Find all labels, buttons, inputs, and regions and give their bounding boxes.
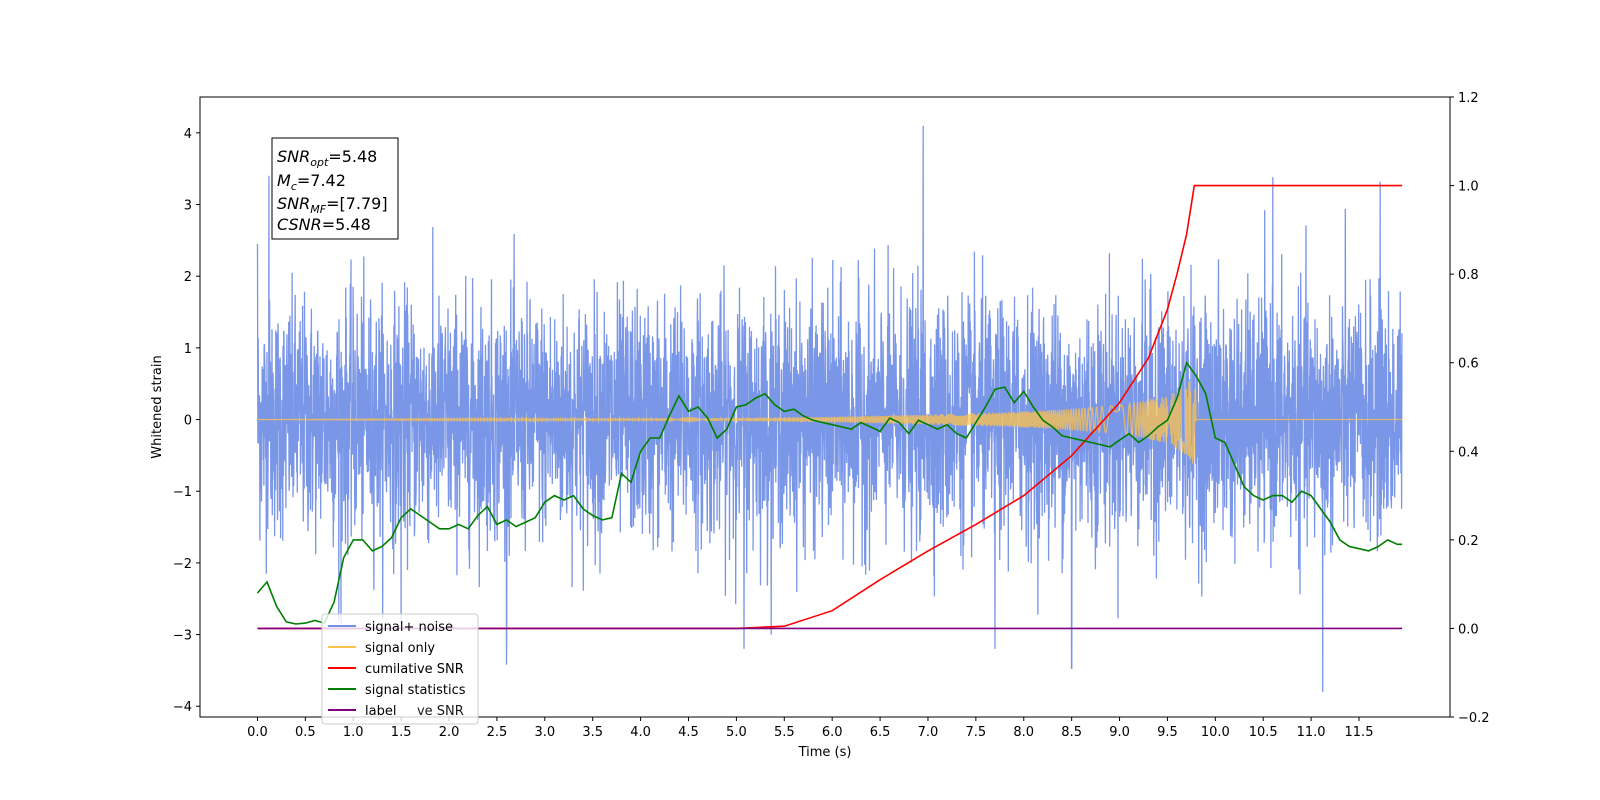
series-line-cumulative-snr — [257, 184, 1403, 630]
x-tick-label: 4.5 — [678, 725, 699, 740]
legend: signal+ noise signal only cumilative SNR… — [321, 613, 479, 725]
x-tick-label: 11.5 — [1345, 725, 1374, 740]
stats-snr-mf: SNRMF=[7.79] — [277, 194, 388, 216]
x-tick-label: 0.0 — [247, 725, 268, 740]
x-tick-label: 6.5 — [870, 725, 891, 740]
x-tick-label: 1.5 — [391, 725, 412, 740]
legend-label-signal-only: signal only — [365, 641, 435, 656]
legend-label-cumulative-snr: cumilative SNR — [365, 662, 464, 677]
x-tick-label: 4.0 — [630, 725, 651, 740]
x-axis: 0.0 0.5 1.0 1.5 2.0 2.5 3.0 3.5 4.0 4.5 5.0 5.5 6.0 6… — [247, 717, 1373, 740]
series-line-signal-plus-noise — [256, 125, 1403, 692]
legend-label-signal-statistics: signal statistics — [365, 683, 466, 698]
y-right-tick-label: 0.6 — [1458, 357, 1479, 372]
x-tick-label: 8.5 — [1061, 725, 1082, 740]
x-tick-label: 1.0 — [343, 725, 364, 740]
y-left-tick-label: −2 — [173, 557, 192, 572]
y-left-tick-label: 3 — [184, 199, 192, 214]
x-axis-label: Time (s) — [798, 745, 852, 760]
y-right-tick-label: 0.0 — [1458, 622, 1479, 637]
plot-frame — [199, 96, 1451, 718]
x-tick-label: 9.5 — [1157, 725, 1178, 740]
x-tick-label: 10.0 — [1201, 725, 1230, 740]
stats-mc: Mc=7.42 — [277, 171, 346, 193]
y-right-tick-label: 0.8 — [1458, 268, 1479, 283]
y-right-tick-label: 0.2 — [1458, 534, 1479, 549]
y-left-tick-label: −3 — [173, 629, 192, 644]
x-tick-label: 9.0 — [1109, 725, 1130, 740]
x-tick-label: 5.5 — [774, 725, 795, 740]
x-tick-label: 7.5 — [966, 725, 987, 740]
y-axis-left-label: Whitened strain — [150, 355, 165, 458]
y-left-tick-label: 2 — [184, 270, 192, 285]
stats-snr-opt: SNRopt=5.48 — [277, 147, 377, 169]
series-signal-plus-noise — [256, 125, 1403, 692]
y-right-tick-label: −0.2 — [1458, 711, 1490, 726]
x-tick-label: 3.0 — [534, 725, 555, 740]
y-axis-right: 1.2 1.0 0.8 0.6 0.4 0.2 0.0 −0.2 — [1450, 91, 1490, 726]
x-tick-label: 3.5 — [582, 725, 603, 740]
x-tick-label: 2.5 — [487, 725, 508, 740]
x-tick-label: 11.0 — [1297, 725, 1326, 740]
legend-label-signal-plus-noise: signal+ noise — [365, 620, 453, 635]
y-right-tick-label: 1.2 — [1458, 91, 1479, 106]
x-tick-label: 2.0 — [439, 725, 460, 740]
y-right-tick-label: 1.0 — [1458, 180, 1479, 195]
y-left-tick-label: 1 — [184, 342, 192, 357]
y-right-tick-label: 0.4 — [1458, 445, 1479, 460]
series-line-signal-statistics — [256, 360, 1403, 625]
x-tick-label: 7.0 — [918, 725, 939, 740]
y-left-tick-label: −1 — [173, 485, 192, 500]
stats-csnr: CSNR=5.48 — [277, 215, 371, 234]
x-tick-label: 5.0 — [726, 725, 747, 740]
legend-label-label: label — [365, 704, 396, 719]
stats-box: SNRopt=5.48 Mc=7.42 SNRMF=[7.79] CSNR=5.… — [271, 137, 399, 240]
x-tick-label: 8.0 — [1013, 725, 1034, 740]
y-left-tick-label: −4 — [173, 700, 192, 715]
y-left-tick-label: 4 — [184, 127, 192, 142]
series-cumulative-snr — [257, 184, 1403, 630]
plot-area — [256, 125, 1403, 692]
x-tick-label: 6.0 — [822, 725, 843, 740]
series-signal-statistics — [256, 360, 1403, 625]
y-left-tick-label: 0 — [184, 414, 192, 429]
x-tick-label: 0.5 — [295, 725, 316, 740]
y-axis-left: 4 3 2 1 0 −1 −2 −3 −4 — [173, 127, 200, 715]
x-tick-label: 10.5 — [1249, 725, 1278, 740]
